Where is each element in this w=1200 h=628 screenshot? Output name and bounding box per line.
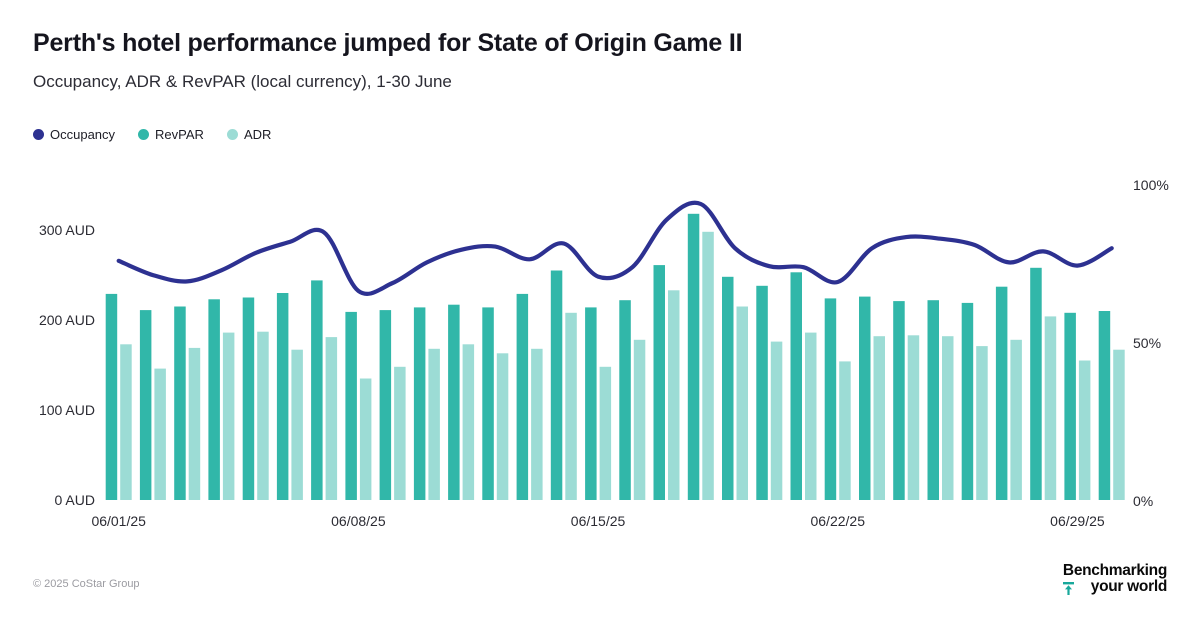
adr-bar	[291, 349, 303, 500]
adr-bar	[565, 312, 577, 500]
adr-bar	[805, 332, 817, 500]
legend-item-revpar: RevPAR	[138, 127, 204, 142]
revpar-bar	[927, 300, 939, 500]
revpar-bar	[516, 293, 529, 500]
legend-swatch-revpar-icon	[138, 129, 150, 140]
adr-bar	[668, 290, 680, 500]
adr-bar	[907, 335, 920, 500]
revpar-bar	[619, 300, 631, 500]
adr-bar	[976, 346, 988, 500]
adr-bar	[770, 341, 783, 500]
adr-bar	[873, 336, 885, 500]
occupancy-line	[116, 200, 1114, 296]
revpar-bar	[824, 298, 837, 500]
revpar-bar	[311, 280, 323, 500]
x-axis-tick-label: 06/01/25	[91, 513, 146, 529]
revpar-bar	[174, 306, 186, 500]
revpar-bar	[893, 301, 905, 500]
combo-chart: 0 AUD 100 AUD 200 AUD 300 AUD 0% 50% 100% 06/01…	[0, 170, 1200, 545]
revpar-bar	[242, 297, 255, 500]
logo-line2-row: your world	[1062, 578, 1168, 595]
revpar-bar	[1064, 312, 1076, 500]
revpar-bar	[687, 213, 700, 501]
adr-bar	[462, 344, 475, 500]
revpar-bar	[585, 307, 597, 500]
y-axis-tick-label: 0 AUD	[54, 492, 95, 508]
adr-bar	[839, 361, 851, 500]
legend-label-revpar: RevPAR	[155, 127, 204, 142]
revpar-bar	[1098, 311, 1111, 500]
legend-label-adr: ADR	[243, 127, 272, 142]
legend-swatch-occupancy-icon	[33, 129, 44, 140]
adr-bar	[428, 348, 440, 500]
chart-title: Perth's hotel performance jumped for Sta…	[33, 29, 743, 57]
right-axis-tick-label: 50%	[1133, 335, 1162, 351]
adr-bar	[736, 306, 748, 500]
revpar-bar	[379, 310, 392, 500]
revpar-bar	[859, 296, 871, 500]
revpar-bar	[995, 286, 1008, 500]
revpar-bar	[550, 270, 563, 500]
adr-bar	[1113, 349, 1125, 500]
adr-bar	[942, 336, 954, 500]
benchmarking-logo: Benchmarking your world	[1062, 562, 1168, 595]
revpar-bar	[413, 307, 426, 500]
legend-item-occupancy: Occupancy	[33, 127, 115, 142]
revpar-bar	[139, 310, 152, 500]
revpar-bar	[208, 299, 220, 500]
y-axis-tick-label: 100 AUD	[38, 402, 95, 418]
revpar-bar	[961, 302, 974, 500]
revpar-bar	[722, 276, 734, 500]
revpar-bar	[653, 265, 665, 500]
adr-bar	[394, 366, 406, 500]
adr-bar	[188, 347, 201, 500]
revpar-bar	[790, 272, 802, 500]
adr-bar	[257, 331, 269, 500]
x-axis-tick-label: 06/22/25	[810, 513, 865, 529]
y-axis-tick-label: 200 AUD	[38, 312, 95, 328]
adr-bar	[325, 337, 338, 500]
right-axis-tick-label: 0%	[1133, 493, 1154, 509]
adr-bar	[702, 231, 714, 501]
revpar-bar	[448, 304, 460, 500]
x-axis-tick-label: 06/29/25	[1050, 513, 1105, 529]
x-axis-tick-label: 06/08/25	[331, 513, 386, 529]
revpar-bar	[756, 285, 768, 500]
chart-canvas	[105, 200, 1125, 501]
revpar-bar	[276, 293, 289, 500]
adr-bar	[599, 366, 612, 500]
revpar-bar	[105, 293, 118, 500]
legend-label-occupancy: Occupancy	[50, 127, 116, 142]
adr-bar	[222, 332, 235, 500]
legend-swatch-adr-icon	[226, 129, 238, 140]
adr-bar	[1044, 316, 1057, 500]
adr-bar	[1010, 339, 1022, 500]
adr-bar	[154, 368, 166, 500]
adr-bar	[120, 344, 132, 500]
adr-bar	[359, 378, 372, 500]
adr-bar	[531, 348, 543, 500]
copyright-text: © 2025 CoStar Group	[33, 578, 140, 590]
logo-line2: your world	[1090, 578, 1168, 595]
right-axis-tick-label: 100%	[1133, 177, 1169, 193]
y-axis-tick-label: 300 AUD	[38, 222, 95, 238]
adr-bar	[1078, 360, 1091, 500]
legend-item-adr: ADR	[226, 127, 272, 142]
up-arrow-to-bar-icon	[1062, 581, 1074, 595]
logo-line1: Benchmarking	[1062, 562, 1167, 579]
revpar-bar	[1030, 267, 1042, 500]
legend: Occupancy RevPAR ADR	[33, 127, 271, 142]
x-axis-tick-label: 06/15/25	[570, 513, 626, 529]
revpar-bar	[482, 307, 494, 500]
adr-bar	[633, 339, 646, 500]
revpar-bar	[345, 311, 357, 500]
adr-bar	[496, 353, 509, 500]
chart-subtitle: Occupancy, ADR & RevPAR (local currency)…	[33, 72, 452, 91]
